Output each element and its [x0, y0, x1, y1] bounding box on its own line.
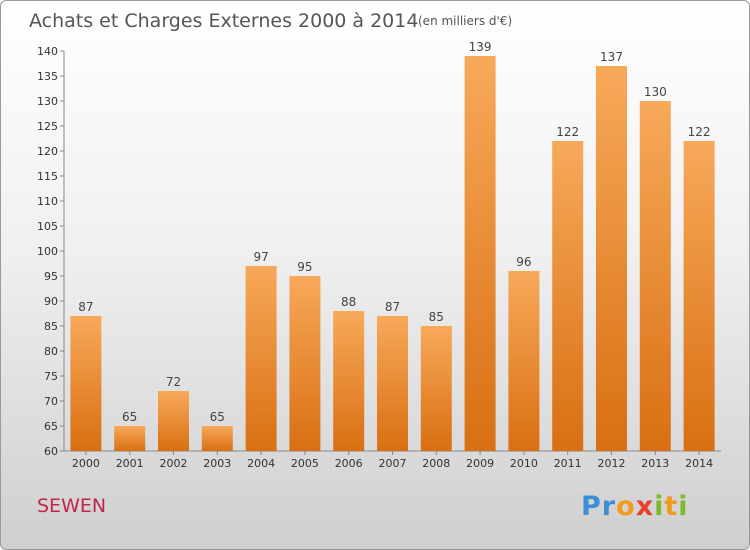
x-tick-label-2002: 2002	[160, 457, 188, 470]
y-tick-label: 100	[37, 245, 58, 258]
x-tick-label-2005: 2005	[291, 457, 319, 470]
logo-letter: t	[664, 491, 679, 522]
value-label-2014: 122	[688, 125, 711, 139]
y-tick-label: 60	[44, 445, 58, 458]
bar-2005	[289, 276, 321, 451]
y-tick-label: 105	[37, 220, 58, 233]
value-label-2012: 137	[600, 50, 623, 64]
y-tick-label: 80	[44, 345, 58, 358]
commune-name: SEWEN	[37, 495, 107, 517]
bar-2011	[552, 141, 584, 451]
proxiti-logo[interactable]: Proxiti	[581, 491, 689, 522]
x-tick-label-2013: 2013	[641, 457, 669, 470]
logo-letter: i	[678, 491, 689, 522]
bar-2003	[201, 426, 233, 451]
bar-2009	[464, 56, 496, 451]
value-label-2013: 130	[644, 85, 667, 99]
value-label-2001: 65	[122, 410, 137, 424]
value-label-2010: 96	[516, 255, 531, 269]
logo-letter: i	[654, 491, 665, 522]
y-tick-label: 140	[37, 45, 58, 58]
y-tick-label: 125	[37, 120, 58, 133]
x-tick-label-2014: 2014	[685, 457, 713, 470]
bar-2008	[420, 326, 452, 451]
value-label-2006: 88	[341, 295, 356, 309]
y-tick-label: 120	[37, 145, 58, 158]
logo-letter: x	[635, 491, 655, 522]
x-tick-label-2011: 2011	[554, 457, 582, 470]
x-tick-label-2006: 2006	[335, 457, 363, 470]
y-tick-label: 70	[44, 395, 58, 408]
value-label-2011: 122	[556, 125, 579, 139]
value-label-2002: 72	[166, 375, 181, 389]
bar-2014	[683, 141, 715, 451]
y-tick-label: 135	[37, 70, 58, 83]
bars: 87 65 72 65 97 95 88 87 85 139 96 122 137 130 122	[70, 40, 715, 451]
y-tick-label: 110	[37, 195, 58, 208]
value-label-2007: 87	[385, 300, 400, 314]
y-tick-label: 85	[44, 320, 58, 333]
y-tick-label: 130	[37, 95, 58, 108]
logo-letter: r	[601, 491, 617, 522]
bar-2000	[70, 316, 102, 451]
y-axis: 60 65 70 75 80 85 90 95 100 105 110 115 120 125 130 135…	[37, 45, 65, 458]
x-tick-label-2004: 2004	[247, 457, 275, 470]
x-tick-label-2012: 2012	[598, 457, 626, 470]
y-tick-label: 95	[44, 270, 58, 283]
value-label-2008: 85	[429, 310, 444, 324]
bar-2013	[639, 101, 671, 451]
value-label-2004: 97	[253, 250, 268, 264]
bar-2012	[596, 66, 627, 451]
y-tick-label: 65	[44, 420, 58, 433]
y-tick-label: 90	[44, 295, 58, 308]
logo-letter: o	[616, 491, 636, 522]
bar-2004	[245, 266, 277, 451]
x-tick-label-2000: 2000	[72, 457, 100, 470]
value-label-2003: 65	[210, 410, 225, 424]
bar-2007	[377, 316, 408, 451]
y-tick-label: 115	[37, 170, 58, 183]
x-tick-label-2010: 2010	[510, 457, 538, 470]
y-tick-label: 75	[44, 370, 58, 383]
x-tick-label-2009: 2009	[466, 457, 494, 470]
value-label-2005: 95	[297, 260, 312, 274]
bar-2001	[114, 426, 146, 451]
bar-2010	[508, 271, 540, 451]
chart-title: Achats et Charges Externes 2000 à 2014	[29, 10, 418, 32]
x-axis: 2000 2001 2002 2003 2004 2005 2006 2007 2008 2009…	[64, 450, 721, 470]
x-tick-label-2003: 2003	[203, 457, 231, 470]
chart-unit: (en milliers d'€)	[418, 14, 512, 28]
x-tick-label-2007: 2007	[379, 457, 407, 470]
value-label-2009: 139	[469, 40, 492, 54]
bar-2006	[333, 311, 365, 451]
value-label-2000: 87	[78, 300, 93, 314]
x-tick-label-2001: 2001	[116, 457, 144, 470]
x-tick-label-2008: 2008	[422, 457, 450, 470]
logo-letter: P	[581, 491, 602, 522]
bar-2002	[158, 391, 189, 451]
